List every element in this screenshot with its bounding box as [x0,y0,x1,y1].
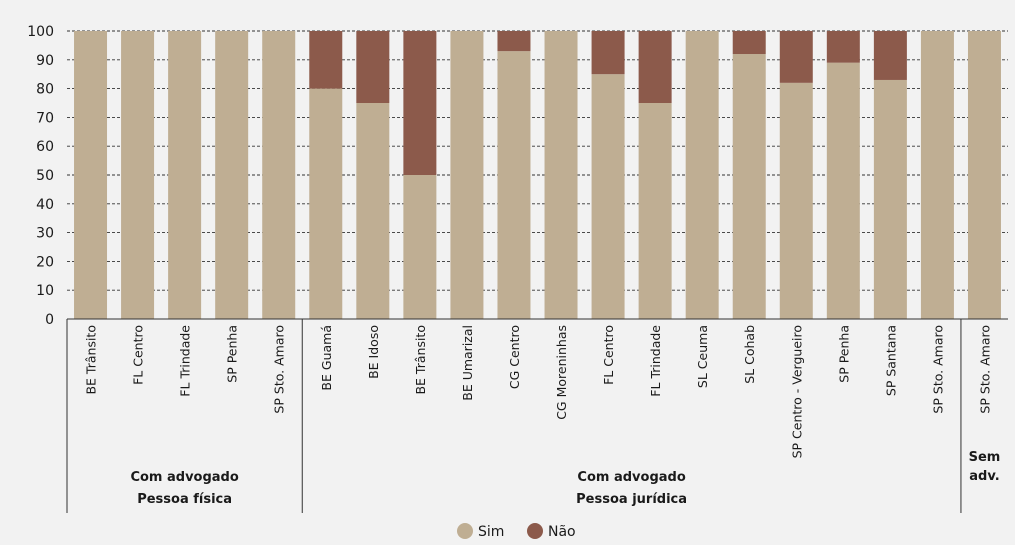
bar-sim-18 [920,31,954,319]
x-category-label-18: SP Sto. Amaro [930,325,945,414]
group-label-2-line2: adv. [969,469,999,484]
bar-sim-11 [591,74,625,319]
bar-sim-8 [450,31,484,319]
group-label-2-line1: Sem [969,450,1001,465]
bar-sim-13 [685,31,719,319]
x-category-label-6: BE Idoso [366,325,381,379]
x-category-label-10: CG Moreninhas [554,325,569,420]
bar-sim-7 [403,175,437,319]
group-label-0-line2: Pessoa física [137,492,232,507]
bar-n-o-16 [826,31,860,63]
y-tick-label-80: 80 [36,82,54,98]
y-tick-label-40: 40 [36,197,54,213]
y-axis: 0 10 20 30 40 50 60 70 80 90 100 [27,24,54,328]
bar-sim-17 [873,79,907,320]
bar-n-o-11 [591,31,625,75]
x-category-label-3: SP Penha [225,325,240,383]
y-tick-label-90: 90 [36,53,54,69]
y-tick-label-50: 50 [36,168,54,184]
bar-n-o-15 [779,31,813,83]
bar-sim-9 [497,51,531,319]
group-label-0-line1: Com advogado [130,470,238,485]
y-tick-label-60: 60 [36,139,54,155]
group-labels: Com advogado Pessoa física Com advogado Pes… [66,319,1001,513]
bar-sim-15 [779,82,813,319]
x-category-label-9: CG Centro [507,325,522,389]
y-tick-label-30: 30 [36,226,54,242]
y-tick-label-10: 10 [36,283,54,299]
group-label-1-line2: Pessoa jurídica [576,492,687,507]
x-category-label-5: BE Guamá [319,325,334,391]
x-axis: BE Trânsito FL Centro FL Trindade SP Penha S… [67,318,1008,458]
bar-sim-0 [74,31,108,319]
bar-sim-10 [544,31,578,319]
x-category-label-13: SL Ceuma [695,325,710,388]
bar-n-o-9 [497,31,531,52]
bar-sim-19 [967,31,1001,319]
x-category-label-16: SP Penha [836,325,851,383]
bar-sim-16 [826,62,860,320]
bar-n-o-14 [732,31,766,55]
x-category-label-4: SP Sto. Amaro [272,325,287,414]
x-category-label-15: SP Centro - Vergueiro [789,325,804,458]
bar-sim-1 [121,31,155,319]
bar-sim-4 [262,31,296,319]
bars [74,31,1001,320]
y-tick-label-70: 70 [36,110,54,126]
legend-label-sim: Sim [478,524,504,540]
x-category-label-17: SP Santana [883,325,898,396]
x-category-label-14: SL Cohab [742,325,757,384]
bar-sim-14 [732,54,766,319]
bar-n-o-12 [638,31,672,103]
bar-n-o-7 [403,31,437,175]
bar-n-o-5 [309,31,343,89]
x-category-label-12: FL Trindade [648,325,663,397]
x-category-label-8: BE Umarizal [460,325,475,401]
x-category-label-7: BE Trânsito [413,325,428,395]
bar-sim-2 [168,31,202,319]
bar-sim-3 [215,31,249,319]
bar-n-o-17 [873,31,907,80]
y-tick-label-100: 100 [27,24,54,40]
legend-swatch-n-o [527,523,543,539]
bar-sim-12 [638,103,672,319]
bar-n-o-6 [356,31,390,103]
y-tick-label-0: 0 [45,312,54,328]
group-label-1-line1: Com advogado [577,470,685,485]
bar-sim-5 [309,88,343,319]
x-category-label-2: FL Trindade [178,325,193,397]
legend: Sim Não [457,523,576,540]
legend-swatch-sim [457,523,473,539]
x-category-label-1: FL Centro [131,325,146,385]
bar-sim-6 [356,103,390,319]
x-category-label-19: SP Sto. Amaro [977,325,992,414]
x-category-label-0: BE Trânsito [84,325,99,395]
legend-label-n-o: Não [548,524,576,540]
y-tick-label-20: 20 [36,254,54,270]
x-category-label-11: FL Centro [601,325,616,385]
